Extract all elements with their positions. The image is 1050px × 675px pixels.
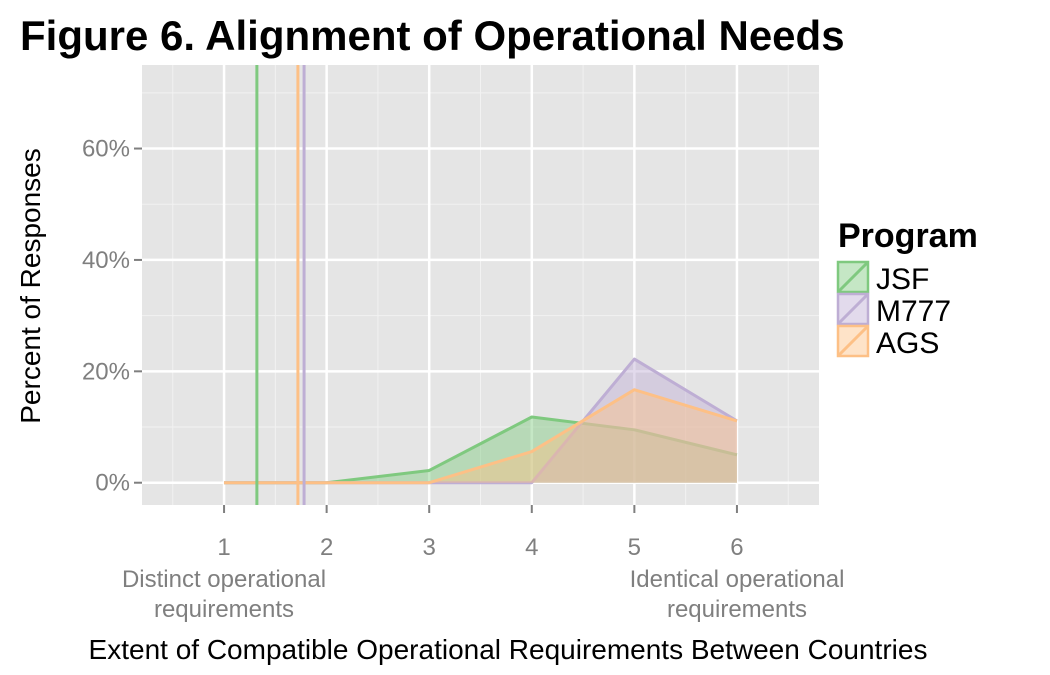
y-axis-label: Percent of Responses <box>15 148 46 424</box>
x-annotation-left-line2: requirements <box>154 596 294 623</box>
x-axis: 1 2 3 4 5 6 <box>217 505 744 561</box>
series-layer <box>223 357 738 485</box>
y-tick-label: 60% <box>82 136 130 163</box>
mean-lines <box>255 65 306 505</box>
x-axis-label: Extent of Compatible Operational Require… <box>89 634 928 665</box>
x-annotation-right-line1: Identical operational <box>630 566 845 593</box>
grid-minor <box>142 65 819 505</box>
x-tick-label: 6 <box>730 534 743 561</box>
y-tick-label: 0% <box>95 470 130 497</box>
legend-item-jsf: JSF <box>836 260 929 296</box>
x-annotation-left-line1: Distinct operational <box>122 566 326 593</box>
legend-title: Program <box>838 217 978 255</box>
legend-label-jsf: JSF <box>876 263 929 296</box>
legend-label-ags: AGS <box>876 327 939 360</box>
legend-swatch-line-m777 <box>837 293 869 325</box>
y-tick-label: 40% <box>82 247 130 274</box>
x-annotation-right-line2: requirements <box>667 596 807 623</box>
legend-item-m777: M777 <box>836 292 951 328</box>
area-ags <box>224 389 737 483</box>
legend-label-m777: M777 <box>876 295 951 328</box>
line-ags <box>224 388 738 485</box>
chart-title: Figure 6. Alignment of Operational Needs <box>20 12 845 59</box>
x-tick-label: 4 <box>525 534 538 561</box>
legend-item-ags: AGS <box>836 324 939 360</box>
legend-swatch-line-ags <box>837 325 869 357</box>
x-tick-label: 1 <box>217 534 230 561</box>
area-jsf <box>224 417 737 483</box>
x-tick-label: 2 <box>320 534 333 561</box>
y-tick-label: 20% <box>82 358 130 385</box>
legend-swatch-line-jsf <box>837 261 869 293</box>
x-tick-label: 3 <box>423 534 436 561</box>
y-axis: 0% 20% 40% 60% <box>82 136 142 497</box>
x-tick-label: 5 <box>628 534 641 561</box>
